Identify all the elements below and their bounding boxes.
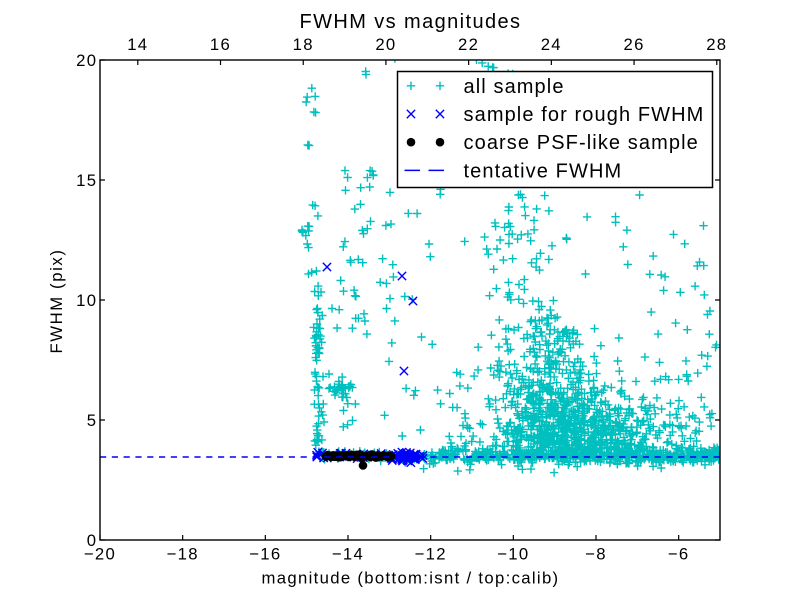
svg-text:16: 16 (210, 35, 231, 54)
svg-text:FWHM (pix): FWHM (pix) (47, 249, 66, 354)
svg-text:−12: −12 (415, 545, 447, 564)
svg-text:15: 15 (76, 171, 97, 190)
svg-text:sample for rough FWHM: sample for rough FWHM (464, 104, 705, 126)
svg-text:magnitude (bottom:isnt / top:c: magnitude (bottom:isnt / top:calib) (262, 569, 560, 588)
svg-text:−16: −16 (249, 545, 281, 564)
svg-text:−8: −8 (585, 545, 607, 564)
svg-text:coarse PSF-like sample: coarse PSF-like sample (464, 132, 699, 154)
svg-text:FWHM vs magnitudes: FWHM vs magnitudes (300, 11, 522, 33)
svg-text:5: 5 (87, 411, 98, 430)
svg-text:−10: −10 (497, 545, 529, 564)
svg-text:tentative FWHM: tentative FWHM (464, 160, 623, 182)
svg-text:−6: −6 (668, 545, 690, 564)
svg-text:all sample: all sample (464, 76, 565, 98)
svg-text:26: 26 (624, 35, 645, 54)
svg-text:−14: −14 (332, 545, 364, 564)
svg-text:18: 18 (293, 35, 314, 54)
svg-text:0: 0 (87, 531, 98, 550)
svg-text:22: 22 (458, 35, 479, 54)
svg-text:10: 10 (76, 291, 97, 310)
svg-text:−20: −20 (84, 545, 116, 564)
svg-text:14: 14 (127, 35, 148, 54)
svg-text:28: 28 (706, 35, 727, 54)
svg-text:24: 24 (541, 35, 562, 54)
svg-text:20: 20 (76, 51, 97, 70)
svg-text:−18: −18 (167, 545, 199, 564)
svg-text:20: 20 (375, 35, 396, 54)
